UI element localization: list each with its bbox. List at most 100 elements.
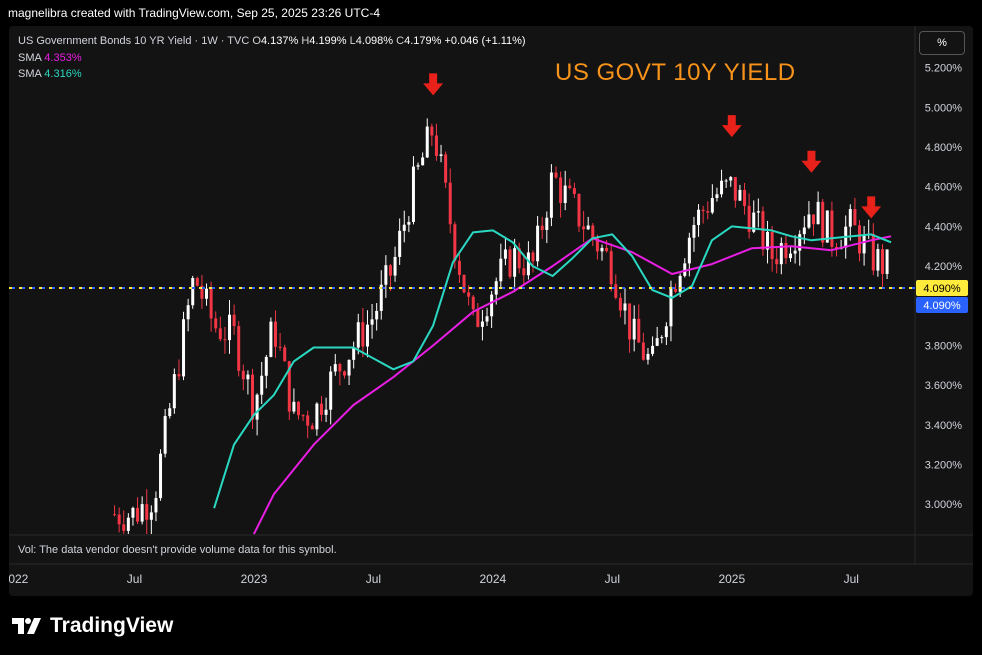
candle-body: [379, 284, 383, 311]
close-label: C: [396, 35, 405, 47]
last-price-label-yellow-bg: [916, 279, 968, 296]
chart-panel[interactable]: 5.200% 5.000% 4.800% 4.600% 4.400% 4.200% 3.80…: [9, 26, 973, 596]
candle-body: [122, 524, 126, 531]
percent-scale-button[interactable]: %: [919, 31, 965, 55]
x-tick-label: 2022: [9, 572, 29, 586]
candle-body: [517, 248, 521, 269]
candle-body: [117, 514, 121, 525]
sma-slow-legend[interactable]: SMA 4.353%: [18, 52, 82, 64]
tradingview-logo-icon: [12, 618, 41, 634]
candle-body: [384, 265, 388, 285]
candle-body: [756, 211, 760, 213]
candle-body: [752, 212, 756, 232]
candle-body: [494, 281, 498, 295]
candle-body: [319, 403, 323, 415]
candle-body: [674, 289, 678, 292]
candle-body: [825, 210, 829, 243]
candle-body: [770, 231, 774, 260]
candle-body: [660, 337, 664, 339]
candle-body: [352, 347, 356, 360]
candle-body: [586, 225, 590, 230]
candle-body: [136, 507, 140, 522]
candle-body: [255, 394, 259, 420]
sma-fast-label: SMA: [18, 68, 42, 80]
candle-body: [186, 305, 190, 320]
symbol-name: US Government Bonds 10 YR Yield · 1W · T…: [18, 35, 250, 47]
last-price-label-yellow: 4.090%: [923, 283, 961, 295]
sma-fast-legend[interactable]: SMA 4.316%: [18, 68, 82, 80]
candle-body: [278, 346, 282, 348]
sma-slow-value: 4.353%: [44, 52, 82, 64]
candle-body: [664, 326, 668, 338]
candle-body: [600, 247, 604, 252]
candle-body: [536, 225, 540, 262]
candle-body: [490, 294, 494, 317]
candle-body: [126, 517, 130, 531]
candle-body: [113, 514, 117, 516]
candle-body: [425, 126, 429, 158]
candle-body: [880, 249, 884, 275]
candle-body: [816, 201, 820, 225]
peak-arrow-icon: [423, 73, 444, 96]
candle-body: [646, 353, 650, 360]
candle-body: [287, 361, 291, 412]
candle-body: [853, 209, 857, 226]
candle-body: [140, 504, 144, 522]
candle-body: [393, 256, 397, 276]
candle-body: [398, 230, 402, 257]
y-tick-label: 3.600%: [925, 380, 963, 392]
candle-body: [338, 364, 342, 372]
y-tick-label: 3.400%: [925, 420, 963, 432]
symbol-info-line: US Government Bonds 10 YR Yield · 1W · T…: [18, 35, 526, 47]
x-tick-label: Jul: [844, 572, 859, 586]
candle-body: [448, 182, 452, 225]
y-tick-label: 3.000%: [925, 499, 963, 511]
candle-body: [407, 221, 411, 225]
candle-body: [655, 338, 659, 346]
candle-body: [342, 371, 346, 376]
candle-body: [549, 172, 553, 218]
candle-body: [729, 177, 733, 181]
candle-body: [361, 322, 365, 347]
candle-body: [508, 249, 512, 277]
candle-body: [830, 210, 834, 247]
candle-body: [324, 409, 328, 415]
candle-body: [241, 370, 245, 380]
candle-body: [347, 359, 351, 376]
low-label: L: [349, 35, 356, 47]
candle-body: [701, 209, 705, 212]
candle-body: [743, 189, 747, 206]
x-tick-label: 2025: [718, 572, 745, 586]
footer-brand[interactable]: TradingView: [12, 614, 173, 638]
candle-body: [209, 288, 213, 319]
open-value: 4.137%: [260, 35, 299, 47]
candle-body: [669, 289, 673, 327]
candle-body: [283, 347, 287, 362]
candle-body: [623, 303, 627, 311]
y-tick-label: 5.200%: [925, 63, 963, 75]
candle-body: [641, 342, 645, 360]
candle-body: [356, 322, 360, 348]
candle-body: [292, 401, 296, 412]
high-value: 4.199%: [309, 35, 347, 47]
chart-canvas[interactable]: 5.200% 5.000% 4.800% 4.600% 4.400% 4.200% 3.80…: [9, 26, 973, 596]
x-tick-label: 2023: [241, 572, 268, 586]
candle-body: [710, 197, 714, 213]
candle-body: [614, 284, 618, 298]
candle-body: [503, 249, 507, 259]
candle-body: [848, 209, 852, 227]
sma-fast-line: [213, 225, 892, 509]
candle-body: [159, 453, 163, 499]
candle-body: [715, 194, 719, 198]
candle-body: [172, 374, 176, 409]
footer-brand-text: TradingView: [50, 614, 174, 637]
candle-body: [434, 135, 438, 156]
candle-body: [237, 326, 241, 371]
open-label: O: [252, 35, 261, 47]
candle-body: [885, 249, 889, 275]
candle-body: [526, 252, 530, 276]
y-tick-label: 4.200%: [925, 261, 963, 273]
candle-body: [775, 259, 779, 265]
candle-body: [223, 339, 227, 341]
candle-body: [545, 217, 549, 230]
